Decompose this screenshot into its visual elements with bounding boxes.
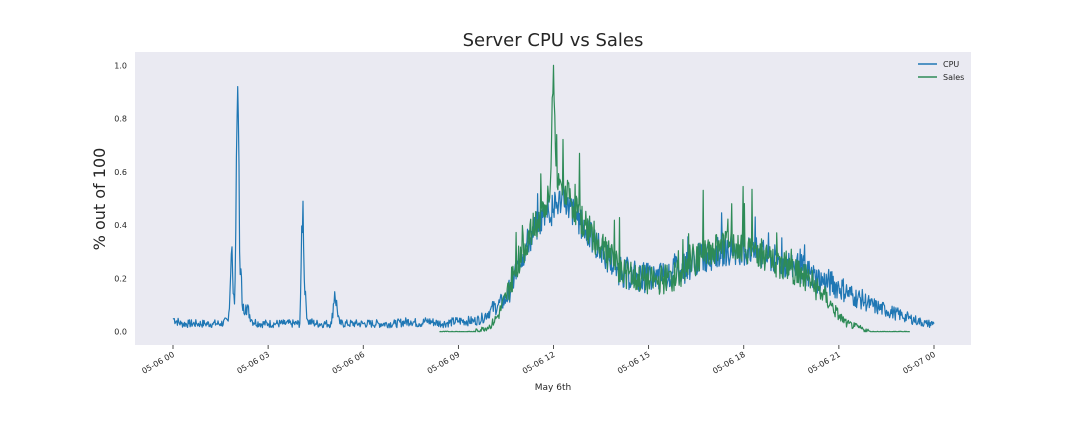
legend: CPU Sales [918,60,964,82]
series-line-sales [439,64,910,333]
x-tick-label: 05-06 21 [806,350,842,376]
y-tick-label: 0.0 [114,328,127,337]
y-tick-label: 0.4 [114,221,127,230]
y-tick-label: 0.2 [114,274,127,283]
chart-title: Server CPU vs Sales [463,30,644,51]
x-tick-label: 05-06 00 [140,350,176,376]
x-tick-label: 05-06 06 [331,350,367,376]
series-lines [172,64,935,333]
legend-label-sales: Sales [943,73,964,82]
y-axis-ticks: 0.0 0.2 0.4 0.6 0.8 1.0 [114,61,127,336]
y-tick-label: 0.8 [114,115,127,124]
x-tick-label: 05-06 09 [426,350,462,376]
x-axis-ticks: 05-06 00 05-06 03 05-06 06 05-06 09 05-06 12… [140,345,937,376]
x-tick-label: 05-06 18 [711,350,747,376]
x-axis-label: May 6th [535,383,571,393]
x-tick-label: 05-07 00 [901,350,937,376]
x-tick-label: 05-06 15 [616,350,652,376]
y-tick-label: 1.0 [114,61,127,70]
y-tick-label: 0.6 [114,168,127,177]
x-tick-label: 05-06 12 [521,350,557,376]
legend-label-cpu: CPU [943,60,959,69]
x-tick-label: 05-06 03 [235,350,271,376]
y-axis-label: % out of 100 [90,148,109,251]
plot-background [135,52,971,345]
series-line-cpu [172,85,935,329]
